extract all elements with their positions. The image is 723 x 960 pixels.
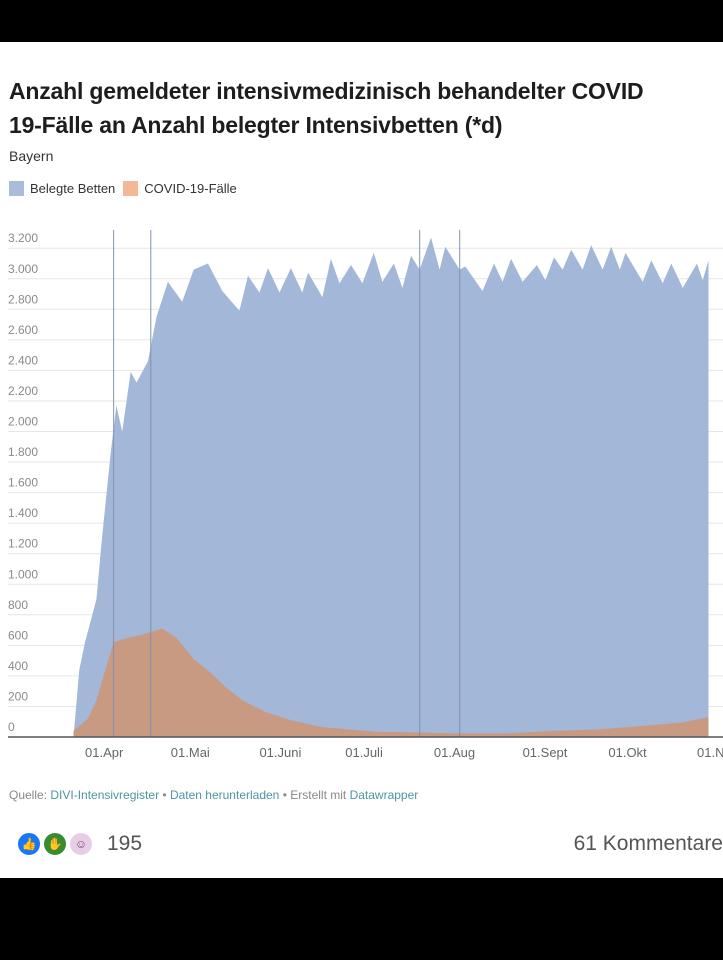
x-tick-label: 01.Apr: [85, 745, 124, 760]
y-tick-label: 2.600: [8, 323, 38, 337]
legend-label: Belegte Betten: [30, 181, 116, 196]
y-tick-label: 2.000: [8, 415, 38, 429]
legend-item-belegte-betten: Belegte Betten: [9, 181, 115, 196]
y-tick-label: 1.400: [8, 506, 38, 520]
download-data-link[interactable]: Daten herunterladen: [169, 788, 280, 802]
x-tick-label: 01.Okt: [608, 745, 647, 760]
x-tick-label: 01.N: [697, 745, 723, 760]
y-tick-label: 1.200: [8, 537, 38, 551]
y-tick-label: 600: [8, 628, 28, 642]
area-chart: 0 200 400 600 800 1.000 1.200 1.400 1.600 1.800 2.…: [8, 230, 723, 760]
chart-subtitle: Bayern: [9, 148, 54, 164]
area-covid-faelle: [73, 628, 709, 737]
x-tick-label: 01.Juli: [345, 745, 383, 760]
legend-label: COVID-19-Fälle: [144, 181, 237, 196]
y-tick-label: 400: [8, 659, 28, 673]
chart-source: Quelle: DIVI-Intensivregister • Daten he…: [9, 788, 418, 802]
source-link[interactable]: DIVI-Intensivregister: [50, 788, 160, 802]
x-tick-label: 01.Aug: [434, 745, 475, 760]
y-tick-label: 3.000: [8, 262, 38, 276]
y-tick-label: 2.200: [8, 384, 38, 398]
y-tick-label: 800: [8, 598, 28, 612]
created-with-text: • Erstellt mit: [279, 788, 350, 802]
y-tick-label: 1.000: [8, 567, 38, 581]
y-tick-label: 1.800: [8, 445, 38, 459]
x-tick-label: 01.Sept: [523, 745, 568, 760]
chart-legend: Belegte Betten COVID-19-Fälle: [9, 181, 245, 196]
area-belegte-betten: [73, 237, 709, 737]
haha-icon: ☺: [69, 832, 93, 856]
care-icon: ✋: [43, 832, 67, 856]
chart-title-line-1: Anzahl gemeldeter intensivmedizinisch be…: [9, 78, 644, 104]
y-tick-label: 1.600: [8, 476, 38, 490]
x-tick-label: 01.Juni: [259, 745, 301, 760]
y-tick-label: 0: [8, 720, 15, 734]
y-tick-label: 3.200: [8, 231, 38, 245]
x-tick-label: 01.Mai: [171, 745, 210, 760]
y-tick-label: 200: [8, 689, 28, 703]
separator: •: [159, 788, 170, 802]
reactions-summary[interactable]: 👍 ✋ ☺ 195: [17, 832, 142, 856]
y-tick-label: 2.800: [8, 292, 38, 306]
legend-swatch-blue: [9, 181, 24, 196]
reaction-count: 195: [107, 832, 143, 855]
like-icon: 👍: [17, 832, 41, 856]
legend-swatch-orange: [123, 181, 139, 196]
datawrapper-link[interactable]: Datawrapper: [349, 788, 419, 802]
y-tick-label: 2.400: [8, 353, 38, 367]
legend-item-covid-faelle: COVID-19-Fälle: [123, 181, 237, 196]
source-prefix: Quelle:: [9, 788, 51, 802]
post-card: Anzahl gemeldeter intensivmedizinisch be…: [0, 42, 723, 878]
comments-link[interactable]: 61 Kommentare: [573, 832, 723, 855]
chart-title-line-2: 19-Fälle an Anzahl belegter Intensivbett…: [9, 112, 503, 138]
chart-title: Anzahl gemeldeter intensivmedizinisch be…: [9, 74, 723, 142]
